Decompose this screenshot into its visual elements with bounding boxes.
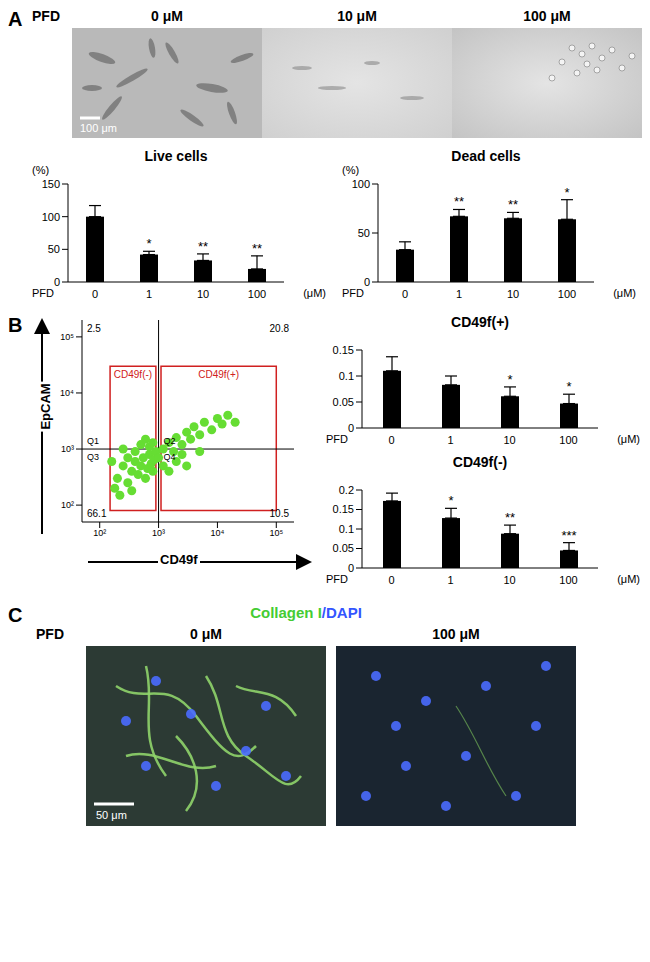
html-text:0 μM: 0 μM [151,8,183,24]
html-text:CD49f: CD49f [160,552,198,567]
html-text:B: B [8,314,23,336]
svg-text:10: 10 [507,288,519,300]
svg-text:10: 10 [503,574,515,586]
svg-text:10: 10 [197,288,209,300]
html-text:C: C [8,604,23,626]
svg-text:Q3: Q3 [87,452,99,462]
svg-text:0: 0 [54,276,60,288]
svg-text:0: 0 [348,422,354,434]
svg-text:0: 0 [364,276,370,288]
svg-text:*: * [448,493,453,508]
html-text:0 μM: 0 μM [190,626,222,642]
svg-text:10⁴: 10⁴ [210,528,224,538]
svg-text:150: 150 [42,178,60,190]
html-text:PFD: PFD [326,573,348,585]
svg-text:0: 0 [388,434,394,446]
svg-text:2.5: 2.5 [87,323,101,334]
svg-text:**: ** [508,197,518,212]
html-text:PFD: PFD [36,626,64,642]
html-text:CD49f(-): CD49f(-) [452,454,508,470]
html-text:10 μM: 10 μM [337,8,377,24]
svg-text:CD49f(-): CD49f(-) [114,369,152,380]
svg-text:100 μm: 100 μm [80,122,117,134]
svg-text:1: 1 [447,574,453,586]
svg-text:**: ** [454,194,464,209]
html-text:Collagen I /DAPI: Collagen I /DAPI [250,604,362,621]
svg-text:100: 100 [42,211,60,223]
svg-text:66.1: 66.1 [87,508,107,519]
html-text:A: A [8,8,23,30]
svg-text:10²: 10² [93,528,106,538]
svg-text:100: 100 [248,288,266,300]
svg-text:10: 10 [503,434,515,446]
html-text:PFD: PFD [342,287,364,299]
svg-text:Q4: Q4 [164,452,176,462]
svg-text:10.5: 10.5 [270,508,290,519]
svg-text:CD49f(+): CD49f(+) [198,369,239,380]
svg-text:**: ** [198,239,208,254]
svg-text:***: *** [561,528,576,543]
svg-text:Q2: Q2 [164,436,176,446]
html-text:(μM): (μM) [617,573,640,585]
html-text:(μM): (μM) [303,287,326,299]
svg-text:*: * [507,372,512,387]
svg-text:0: 0 [348,562,354,574]
svg-text:100: 100 [559,574,577,586]
svg-text:0.1: 0.1 [339,370,354,382]
html-text:CD49f(+): CD49f(+) [451,314,509,330]
html-text:PFD: PFD [32,8,60,24]
html-text:PFD: PFD [326,433,348,445]
svg-text:**: ** [505,510,515,525]
html-text:100 μM: 100 μM [523,8,571,24]
svg-text:10⁵: 10⁵ [269,528,283,538]
html-text:EpCAM: EpCAM [37,383,53,430]
svg-text:0.05: 0.05 [333,542,354,554]
svg-text:0: 0 [92,288,98,300]
svg-text:100: 100 [558,288,576,300]
svg-text:10⁴: 10⁴ [60,388,74,398]
svg-text:10²: 10² [61,500,74,510]
svg-text:100: 100 [352,178,370,190]
svg-text:0.2: 0.2 [339,484,354,496]
svg-text:0.15: 0.15 [333,344,354,356]
svg-text:1: 1 [447,434,453,446]
svg-text:10³: 10³ [61,444,74,454]
svg-text:1: 1 [456,288,462,300]
svg-text:20.8: 20.8 [270,323,290,334]
html-text:(μM): (μM) [617,433,640,445]
svg-text:0: 0 [402,288,408,300]
svg-text:1: 1 [146,288,152,300]
svg-text:100: 100 [559,434,577,446]
html-text:100 μM: 100 μM [432,626,480,642]
html-text:PFD: PFD [32,287,54,299]
svg-text:**: ** [252,241,262,256]
svg-text:*: * [566,379,571,394]
svg-text:*: * [146,236,151,251]
html-text:Live cells: Live cells [144,148,208,164]
svg-text:10⁵: 10⁵ [60,332,74,342]
svg-text:0.15: 0.15 [333,503,354,515]
svg-text:50 μm: 50 μm [96,809,127,821]
svg-text:0: 0 [388,574,394,586]
svg-text:*: * [564,185,569,200]
svg-text:10³: 10³ [152,528,165,538]
svg-text:50: 50 [358,227,370,239]
svg-text:0.05: 0.05 [333,396,354,408]
svg-text:0.1: 0.1 [339,523,354,535]
svg-text:Q1: Q1 [87,436,99,446]
html-text:Dead cells: Dead cells [451,148,521,164]
html-text:(μM): (μM) [613,287,636,299]
svg-text:50: 50 [48,243,60,255]
